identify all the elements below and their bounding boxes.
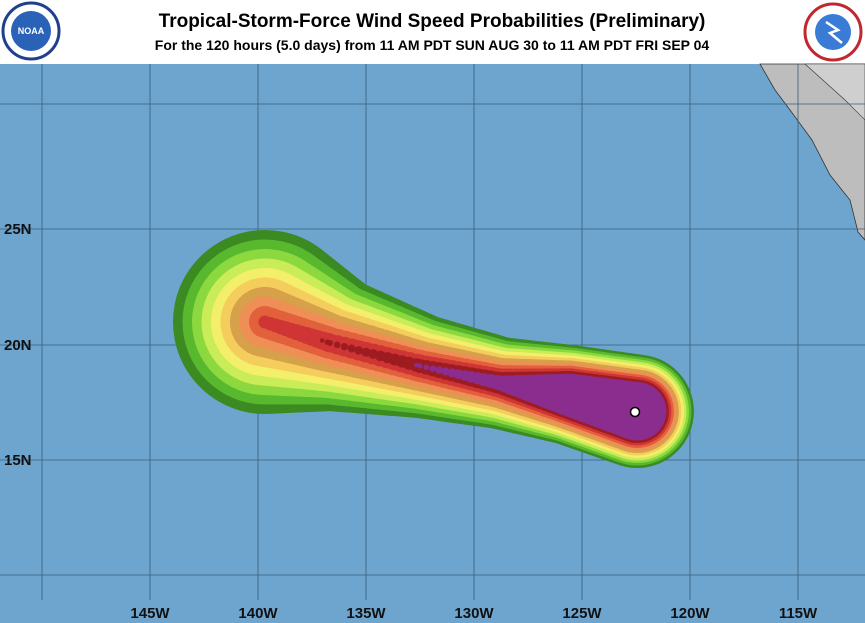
band-piece: [333, 341, 341, 349]
lon-label: 125W: [562, 605, 602, 622]
logo-disc: [11, 11, 51, 51]
lon-label: 135W: [346, 605, 386, 622]
land: [759, 63, 865, 241]
storm-center: [629, 406, 641, 418]
lat-label: 20N: [4, 337, 32, 354]
band-piece: [429, 365, 437, 373]
band-piece: [327, 340, 333, 346]
lon-label: 120W: [670, 605, 710, 622]
header-band: [0, 0, 865, 64]
band-piece: [435, 366, 443, 374]
land: [804, 63, 865, 121]
lon-label: 145W: [130, 605, 170, 622]
band-piece: [354, 346, 364, 355]
lon-label: 115W: [779, 605, 818, 622]
band-piece: [347, 344, 356, 353]
band-piece: [361, 347, 371, 357]
subtitle: For the 120 hours (5.0 days) from 11 AM …: [155, 37, 710, 53]
lat-label: 15N: [4, 452, 32, 469]
probability-band: [414, 362, 667, 441]
logo-bolt: [825, 20, 843, 44]
band-piece: [319, 338, 325, 343]
nws-logo: [803, 2, 863, 62]
lon-label: 140W: [238, 605, 278, 622]
logo-text: NOAA: [18, 26, 45, 36]
band-piece: [417, 363, 423, 369]
band-piece: [340, 343, 349, 351]
title: Tropical-Storm-Force Wind Speed Probabil…: [159, 11, 706, 32]
graticule: [0, 64, 865, 600]
band-piece: [423, 364, 430, 371]
lon-label: 130W: [454, 605, 494, 622]
lat-label: 25N: [4, 221, 32, 238]
noaa-logo: NOAA: [1, 1, 61, 61]
label-band: [0, 600, 865, 623]
